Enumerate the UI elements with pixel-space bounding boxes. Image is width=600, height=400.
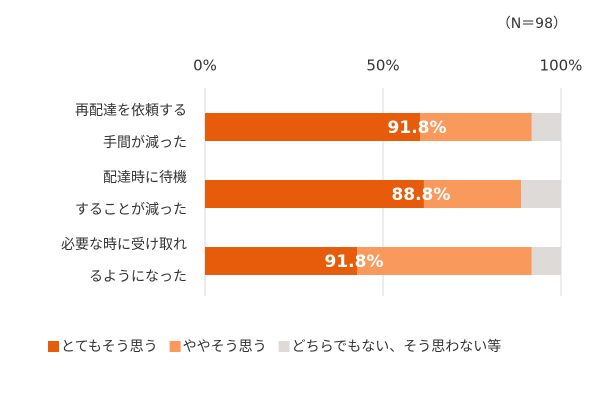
x-tick-label: 100% <box>540 57 583 75</box>
legend-swatch <box>48 341 59 352</box>
bar-segment <box>205 113 421 141</box>
y-tick-label: 手間が減った <box>103 134 187 151</box>
total-label: 88.8% <box>391 185 450 205</box>
total-label: 91.8% <box>388 118 447 138</box>
bar-segment <box>357 247 532 275</box>
y-tick-label: 必要な時に受け取れ <box>61 237 187 253</box>
bar-segment <box>423 180 522 208</box>
x-tick-label: 0% <box>193 57 217 75</box>
bar-segment <box>531 247 561 275</box>
y-tick-label: 配達時に待機 <box>103 170 187 186</box>
y-tick-label: することが減った <box>75 201 187 218</box>
legend-label: どちらでもない、そう思わない等 <box>292 338 502 355</box>
note: （N＝98） <box>497 16 567 32</box>
bar-segment <box>531 113 561 141</box>
legend-label: とてもそう思う <box>61 339 158 355</box>
bar-segment <box>521 180 561 208</box>
bar-segment <box>420 113 532 141</box>
bar-segment <box>205 247 358 275</box>
total-label: 91.8% <box>325 252 384 272</box>
y-tick-label: 再配達を依頼する <box>75 103 187 119</box>
legend-swatch <box>278 341 290 352</box>
bar-segment <box>205 180 424 208</box>
legend-swatch <box>169 341 181 352</box>
x-tick-label: 50% <box>366 57 399 75</box>
y-tick-label: るようになった <box>89 269 187 285</box>
legend-label: ややそう思う <box>183 339 267 355</box>
